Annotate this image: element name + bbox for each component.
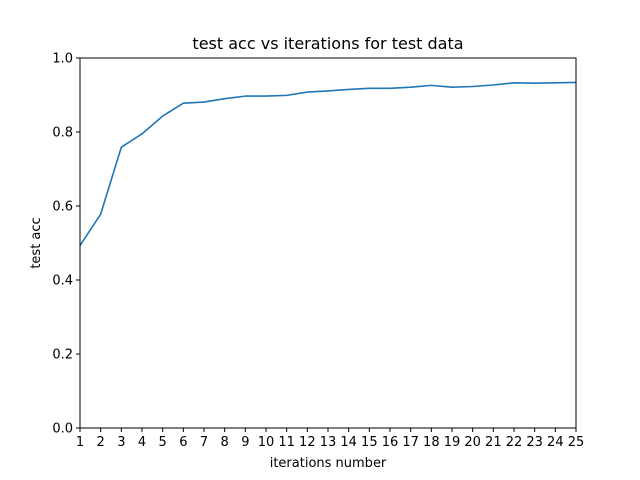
x-tick-label: 13 [320, 435, 337, 450]
x-tick-label: 20 [464, 435, 481, 450]
x-tick-label: 8 [221, 435, 229, 450]
series-line-0 [79, 81, 577, 247]
x-axis-label: iterations number [270, 456, 387, 471]
x-tick-label: 4 [138, 435, 146, 450]
x-tick-label: 7 [200, 435, 208, 450]
x-tick-label: 5 [159, 435, 167, 450]
x-tick-label: 19 [444, 435, 461, 450]
x-tick-label: 2 [97, 435, 105, 450]
plot-area [79, 81, 577, 247]
x-tick-label: 3 [117, 435, 125, 450]
x-tick-label: 17 [402, 435, 419, 450]
y-axis-label: test acc [29, 217, 44, 268]
x-tick-label: 12 [299, 435, 316, 450]
x-tick-label: 11 [278, 435, 295, 450]
x-tick-label: 6 [179, 435, 187, 450]
x-tick-label: 25 [568, 435, 585, 450]
chart-title: test acc vs iterations for test data [192, 34, 463, 53]
x-tick-label: 18 [423, 435, 440, 450]
x-tick-label: 9 [241, 435, 249, 450]
x-tick-label: 14 [340, 435, 357, 450]
x-tick-label: 21 [485, 435, 502, 450]
x-tick-label: 1 [76, 435, 84, 450]
x-tick-label: 22 [506, 435, 523, 450]
x-tick-label: 15 [361, 435, 378, 450]
x-tick-label: 23 [526, 435, 543, 450]
x-tick-label: 16 [382, 435, 399, 450]
y-tick-label: 0.6 [52, 200, 73, 215]
x-tick-label: 10 [258, 435, 275, 450]
x-tick-label: 24 [547, 435, 564, 450]
y-tick-label: 0.2 [52, 348, 73, 363]
y-tick-label: 0.8 [52, 126, 73, 141]
plot-frame [79, 57, 577, 429]
y-tick-label: 1.0 [52, 52, 73, 67]
y-tick-label: 0.0 [52, 422, 73, 437]
y-tick-label: 0.4 [52, 274, 73, 289]
